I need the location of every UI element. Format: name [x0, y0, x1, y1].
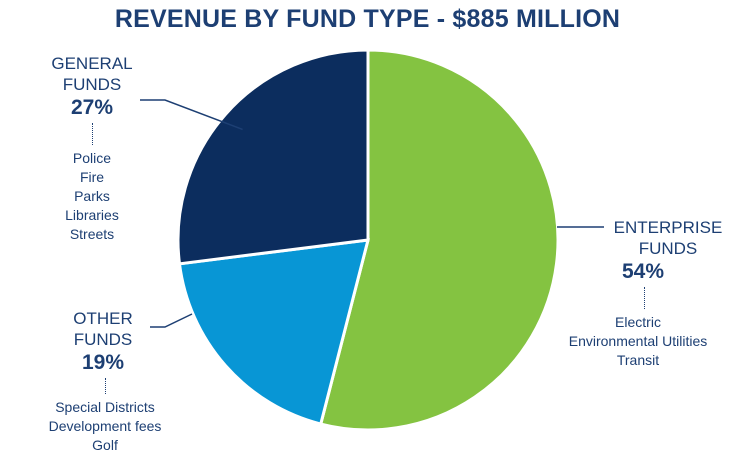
enterprise-slice — [318, 48, 560, 432]
other-slice — [177, 238, 371, 426]
general-funds-name: GENERAL FUNDS — [51, 54, 133, 94]
other-funds-items: Special Districts Development fees Golf — [25, 398, 185, 455]
enterprise-funds-name: ENTERPRISE FUNDS — [613, 218, 723, 258]
general-slice — [176, 48, 370, 266]
enterprise-item: Environmental Utilities — [568, 333, 708, 349]
general-funds-items: Police Fire Parks Libraries Streets — [42, 149, 142, 244]
enterprise-funds-percent: 54% — [621, 260, 665, 283]
general-funds-percent: 27% — [70, 96, 114, 119]
other-leader-line — [150, 313, 193, 328]
general-item: Fire — [79, 169, 105, 185]
general-funds-label: GENERAL FUNDS 27% Police Fire Parks Libr… — [42, 53, 142, 244]
other-funds-name: OTHER FUNDS — [73, 309, 133, 349]
enterprise-item: Electric — [615, 314, 661, 330]
general-item: Police — [72, 150, 112, 166]
other-item: Golf — [92, 437, 118, 453]
general-item: Libraries — [65, 207, 119, 223]
enterprise-funds-label: ENTERPRISE FUNDS 54% Electric Environmen… — [548, 217, 728, 370]
other-item: Development fees — [48, 418, 162, 434]
other-funds-percent: 19% — [81, 351, 125, 374]
general-item: Streets — [69, 226, 115, 242]
chart-title: REVENUE BY FUND TYPE - $885 MILLION — [114, 5, 621, 33]
other-funds-label: OTHER FUNDS 19% Special Districts Develo… — [25, 308, 185, 455]
enterprise-item: Transit — [616, 352, 660, 368]
general-item: Parks — [74, 188, 110, 204]
general-leader-line — [140, 99, 243, 131]
enterprise-funds-items: Electric Environmental Utilities Transit — [548, 313, 728, 370]
other-item: Special Districts — [55, 399, 155, 415]
